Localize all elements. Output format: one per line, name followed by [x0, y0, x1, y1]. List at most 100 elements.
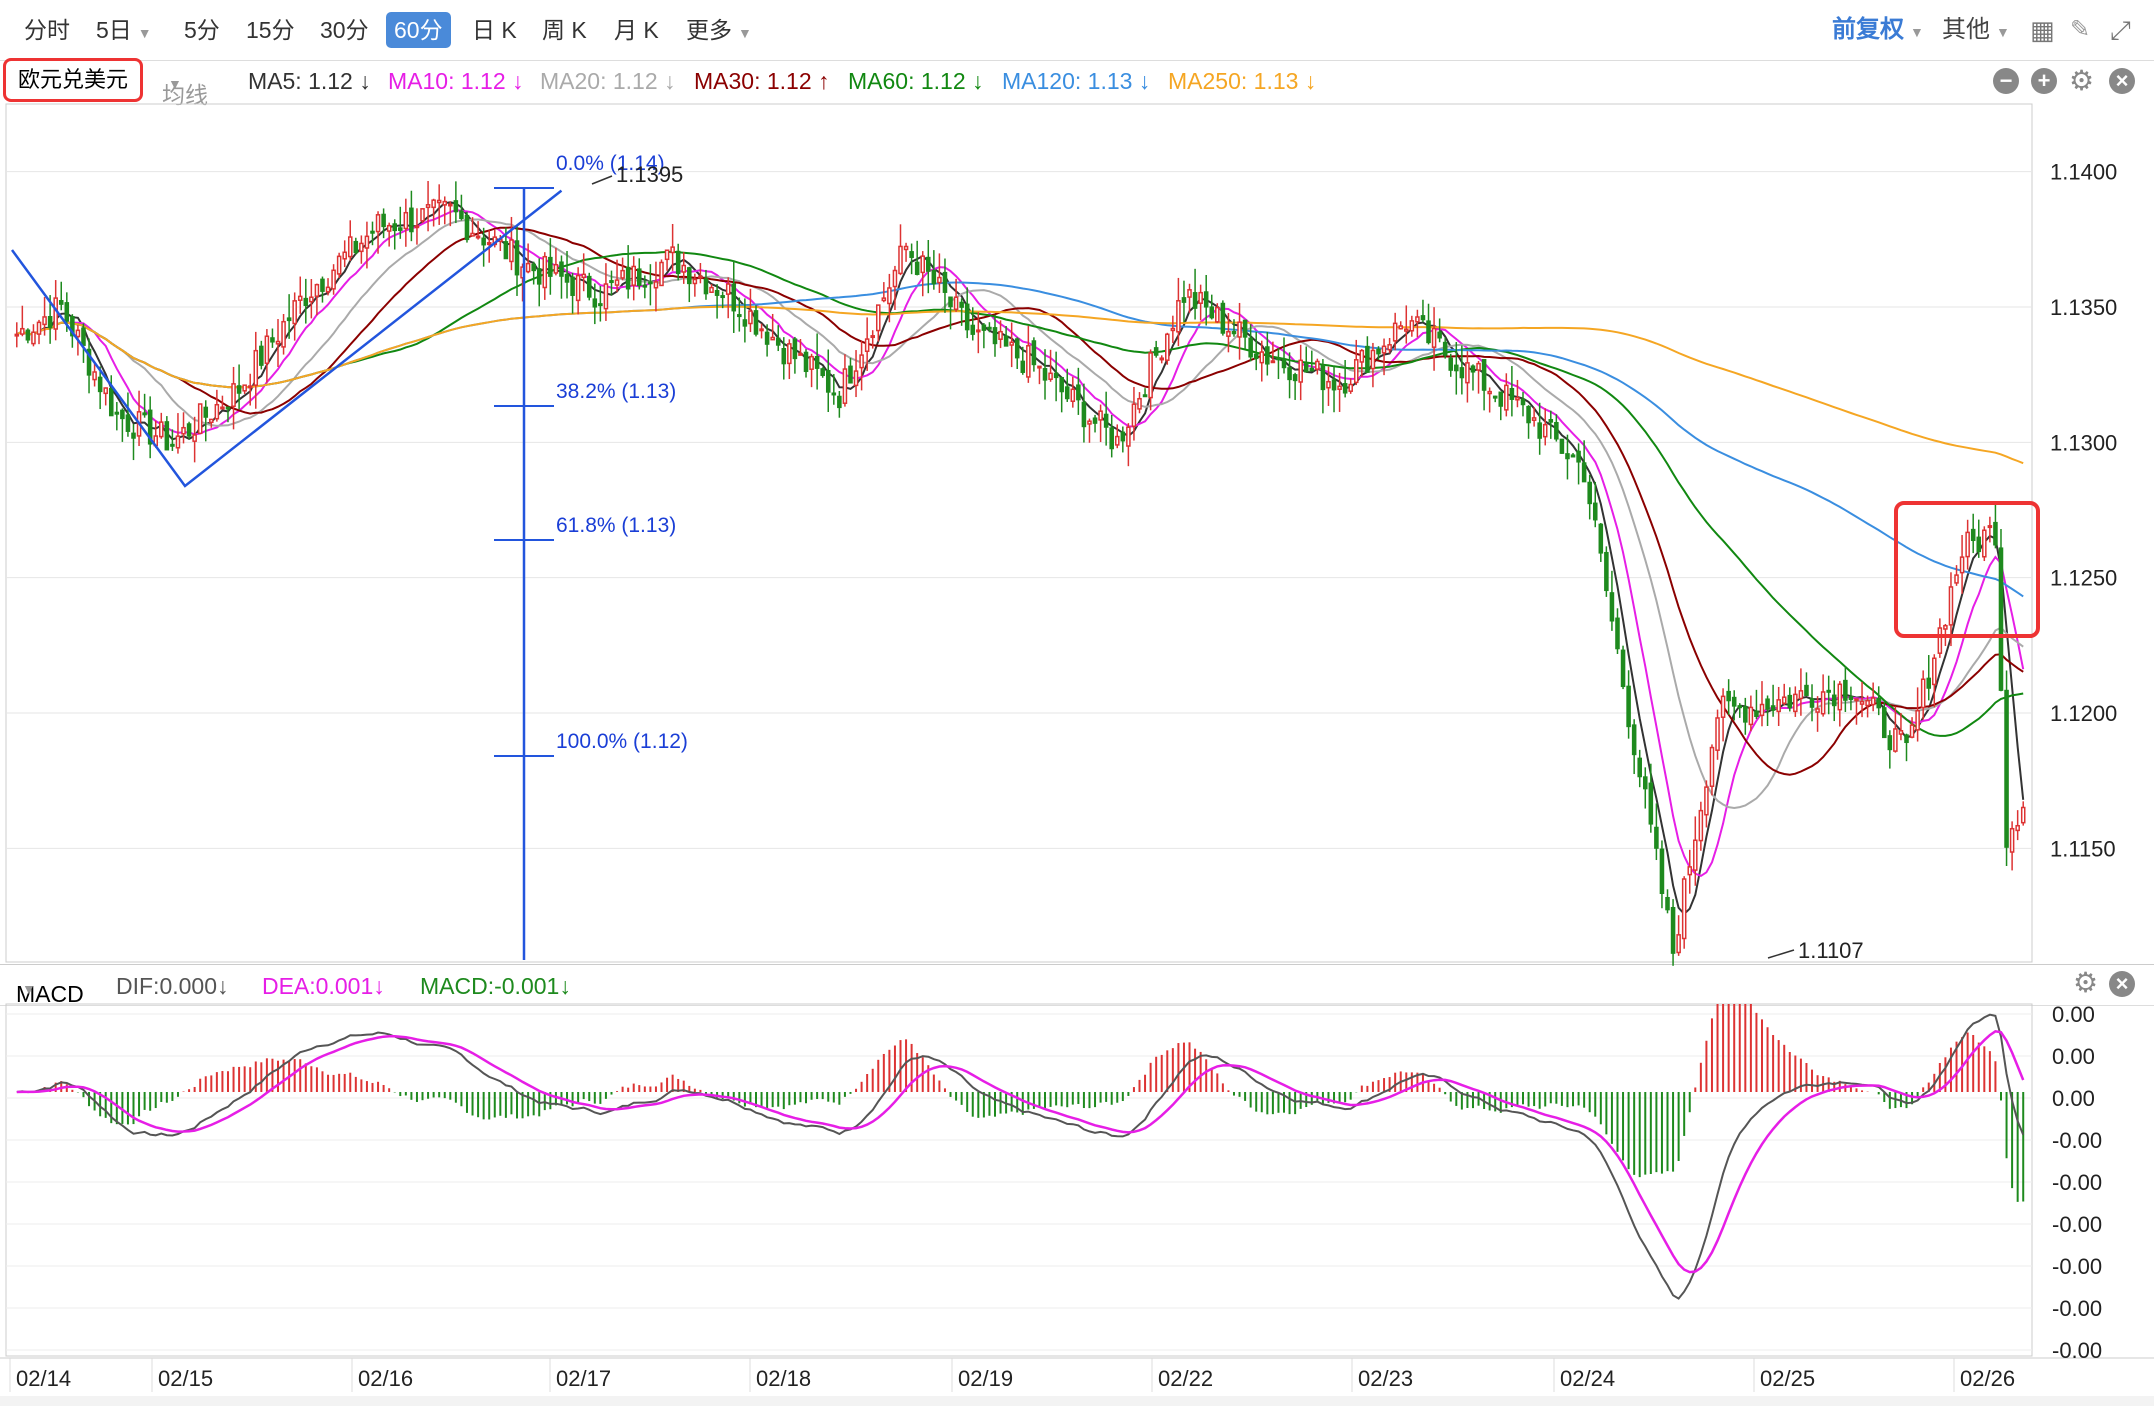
candle-body: [1103, 413, 1109, 428]
period-tab[interactable]: 更多 ▼: [680, 12, 758, 48]
candle-body: [859, 354, 864, 369]
period-tab[interactable]: 月 K: [608, 12, 665, 48]
period-tab[interactable]: 5分: [178, 12, 226, 48]
period-tab[interactable]: 5日 ▼: [90, 12, 158, 48]
candle-body: [742, 319, 748, 327]
candle-body: [1793, 693, 1798, 713]
trend-line: [10, 189, 563, 488]
candle-body: [1737, 705, 1743, 709]
date-tick-label: 02/19: [958, 1366, 1013, 1391]
candle-body: [920, 255, 926, 274]
candle-body: [92, 371, 97, 381]
candle-body: [1048, 372, 1053, 380]
candle-body: [1870, 697, 1876, 706]
candle-body: [381, 213, 386, 228]
candle-body: [1831, 694, 1837, 707]
chevron-down-icon: ▼: [22, 981, 36, 997]
candle-body: [1809, 698, 1815, 708]
candle-body: [1226, 330, 1231, 337]
candle-body: [1654, 826, 1659, 849]
chevron-down-icon: ▼: [168, 76, 182, 92]
candle-body: [598, 303, 603, 307]
add-icon[interactable]: +: [2031, 68, 2057, 94]
candle-body: [1176, 300, 1181, 333]
chevron-down-icon: ▼: [137, 25, 152, 41]
candle-body: [498, 238, 503, 243]
candle-body: [981, 324, 987, 331]
high-annotation: 1.1395: [616, 162, 683, 187]
period-tab[interactable]: 周 K: [536, 12, 593, 48]
date-tick-label: 02/14: [16, 1366, 71, 1391]
candle-body: [720, 295, 725, 299]
candle-body: [1242, 319, 1248, 338]
candle-body: [687, 267, 692, 285]
period-tab[interactable]: 分时: [18, 12, 76, 48]
ma-legend-item: MA120: 1.13 ↓: [1002, 68, 1151, 94]
period-tab-label: 月 K: [614, 17, 659, 43]
symbol-label[interactable]: 欧元兑美元: [3, 58, 144, 102]
candle-body: [737, 314, 742, 318]
candle-body: [1581, 462, 1587, 483]
period-tab[interactable]: 30分: [314, 12, 375, 48]
candle-body: [553, 263, 559, 274]
candle-body: [492, 236, 498, 246]
candle-body: [192, 434, 197, 442]
other-dropdown[interactable]: 其他 ▼: [1942, 12, 2010, 48]
macd-settings-gear-icon[interactable]: ⚙: [2073, 967, 2099, 998]
macd-tick-label: -0.00: [2052, 1338, 2102, 1363]
candle-body: [659, 261, 664, 287]
candle-body: [1943, 624, 1948, 630]
candle-body: [948, 296, 953, 308]
low-annotation: 1.1107: [1798, 938, 1864, 963]
candle-body: [242, 384, 247, 392]
period-tab[interactable]: 日 K: [466, 12, 523, 48]
candle-body: [470, 232, 475, 237]
candle-body: [259, 345, 264, 366]
candle-body: [420, 208, 425, 222]
candle-body: [147, 409, 153, 445]
candle-body: [870, 335, 875, 339]
candle-body: [481, 237, 486, 246]
candle-body: [1014, 338, 1020, 359]
fullscreen-icon[interactable]: ⤢: [2110, 15, 2131, 45]
draw-pencil-icon[interactable]: ✎: [2070, 16, 2091, 43]
other-label: 其他: [1942, 16, 1990, 43]
candle-body: [953, 296, 959, 311]
candle-body: [331, 269, 336, 290]
candle-body: [1948, 586, 1954, 626]
close-icon[interactable]: ×: [2109, 68, 2135, 94]
candle-body: [1331, 379, 1337, 391]
macd-close-icon[interactable]: ×: [2109, 971, 2135, 997]
candle-body: [875, 304, 881, 332]
grid-icon[interactable]: ▦: [2030, 15, 2055, 45]
candle-body: [559, 261, 564, 277]
period-tab-label: 30分: [320, 17, 369, 43]
candle-body: [1220, 302, 1226, 334]
candle-body: [108, 387, 114, 417]
candle-body: [1020, 360, 1026, 373]
adjust-dropdown[interactable]: 前复权 ▼: [1832, 12, 1924, 48]
candle-body: [1548, 419, 1554, 423]
candle-body: [1459, 367, 1465, 379]
candle-body: [75, 329, 81, 338]
candle-body: [264, 335, 270, 364]
price-tick-label: 1.1400: [2050, 160, 2117, 185]
period-tab[interactable]: 60分: [386, 12, 451, 48]
candle-body: [1781, 696, 1787, 704]
candle-body: [436, 199, 442, 204]
candle-body: [1326, 380, 1331, 389]
period-tab[interactable]: 15分: [240, 12, 301, 48]
candle-body: [1887, 735, 1893, 751]
candle-body: [1009, 341, 1014, 346]
candle-body: [703, 278, 709, 295]
settings-gear-icon[interactable]: ⚙: [2069, 65, 2095, 96]
candle-body: [231, 383, 236, 407]
candle-body: [220, 406, 225, 410]
candle-body: [909, 251, 914, 258]
candle-body: [1448, 357, 1454, 371]
period-tab-label: 周 K: [542, 17, 587, 43]
candle-body: [1426, 320, 1431, 344]
minimize-icon[interactable]: −: [1993, 68, 2019, 94]
candle-body: [142, 412, 147, 416]
